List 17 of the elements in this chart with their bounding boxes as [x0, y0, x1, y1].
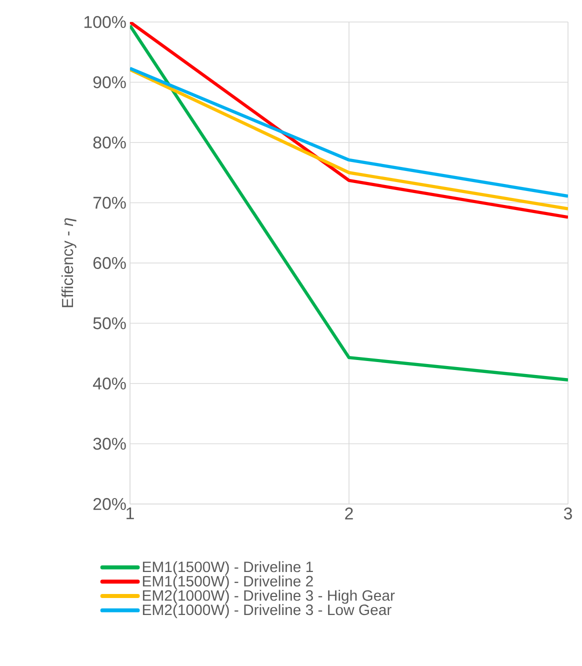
legend-label: EM1(1500W) - Driveline 2 [142, 576, 313, 590]
y-tick-label: 90% [93, 76, 126, 88]
x-tick-label: 1 [126, 508, 134, 520]
y-axis-title: Efficiency - η [61, 218, 76, 308]
y-tick-label: 70% [93, 196, 126, 209]
y-tick-label: 60% [93, 257, 126, 269]
y-tick-label: 100% [84, 16, 126, 28]
legend-label: EM2(1000W) - Driveline 3 - High Gear [142, 590, 395, 604]
y-tick-label: 30% [93, 438, 126, 450]
y-tick-label: 40% [92, 378, 126, 390]
legend-label: EM1(1500W) - Driveline 1 [142, 561, 313, 576]
x-tick-label: 3 [564, 508, 572, 520]
legend-label: EM2(1000W) - Driveline 3 - Low Gear [142, 604, 392, 618]
x-tick-label: 2 [345, 508, 353, 520]
y-tick-label: 80% [93, 136, 126, 148]
y-tick-label: 50% [93, 317, 126, 330]
y-tick-label: 20% [93, 498, 126, 510]
